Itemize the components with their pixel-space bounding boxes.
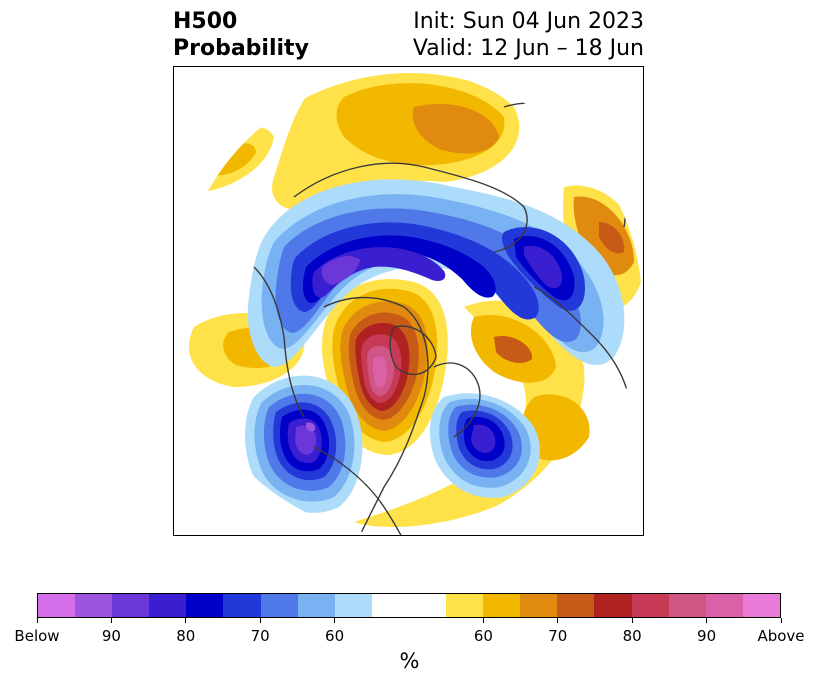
colorbar-segment-above-6 [668,594,706,617]
colorbar-segment-above-8 [742,594,780,617]
map-panel [173,66,644,536]
colorbar-tick-label: Below [14,627,60,645]
colorbar-segment-below-1 [75,594,113,617]
colorbar-segment-above-1 [483,594,521,617]
below-normal-east-trough [429,393,540,498]
colorbar-segment-below-2 [112,594,150,617]
colorbar-segment-below-4 [186,594,224,617]
colorbar-segment-above-4 [594,594,632,617]
title-product: Probability [173,36,309,61]
colorbar-tick-mark [259,618,261,623]
colorbar-tick-label: 90 [101,627,121,645]
colorbar-segment-neutral [371,594,447,617]
colorbar-tick-mark [36,618,38,623]
colorbar [37,593,781,618]
colorbar-segment-below-8 [334,594,372,617]
colorbar-tick-mark [631,618,633,623]
colorbar-segment-below-7 [297,594,335,617]
colorbar-segment-below-6 [260,594,298,617]
colorbar-tick-mark [780,618,782,623]
init-date: Init: Sun 04 Jun 2023 [413,9,644,34]
colorbar-segment-below-5 [223,594,261,617]
colorbar-tick-mark [185,618,187,623]
colorbar-tick-label: 60 [473,627,493,645]
colorbar-tick-label: 90 [697,627,717,645]
colorbar-segment-above-2 [520,594,558,617]
colorbar-segment-below-0 [38,594,76,617]
colorbar-tick-mark [482,618,484,623]
chart-title-left: H500 Probability [173,8,309,62]
colorbar-tick-mark [706,618,708,623]
below-normal-west-trough [245,375,363,513]
colorbar-tick-label: 70 [548,627,568,645]
colorbar-units-label: % [399,649,420,673]
title-variable: H500 [173,9,238,34]
colorbar-tick-label: 80 [622,627,642,645]
colorbar-segment-below-3 [149,594,187,617]
colorbar-segment-above-3 [557,594,595,617]
colorbar-tick-label: 70 [250,627,270,645]
probability-map [178,73,642,535]
valid-range: Valid: 12 Jun – 18 Jun [412,36,644,61]
colorbar-tick-mark [110,618,112,623]
colorbar-tick-label: 60 [325,627,345,645]
below-normal-arctic-trough [247,179,625,367]
colorbar-segment-above-0 [446,594,484,617]
colorbar-segment-above-5 [631,594,669,617]
colorbar-segment-above-7 [705,594,743,617]
colorbar-tick-label: 80 [176,627,196,645]
chart-title-right: Init: Sun 04 Jun 2023 Valid: 12 Jun – 18… [413,8,644,62]
colorbar-tick-label: Above [757,627,805,645]
colorbar-tick-mark [557,618,559,623]
colorbar-tick-mark [334,618,336,623]
